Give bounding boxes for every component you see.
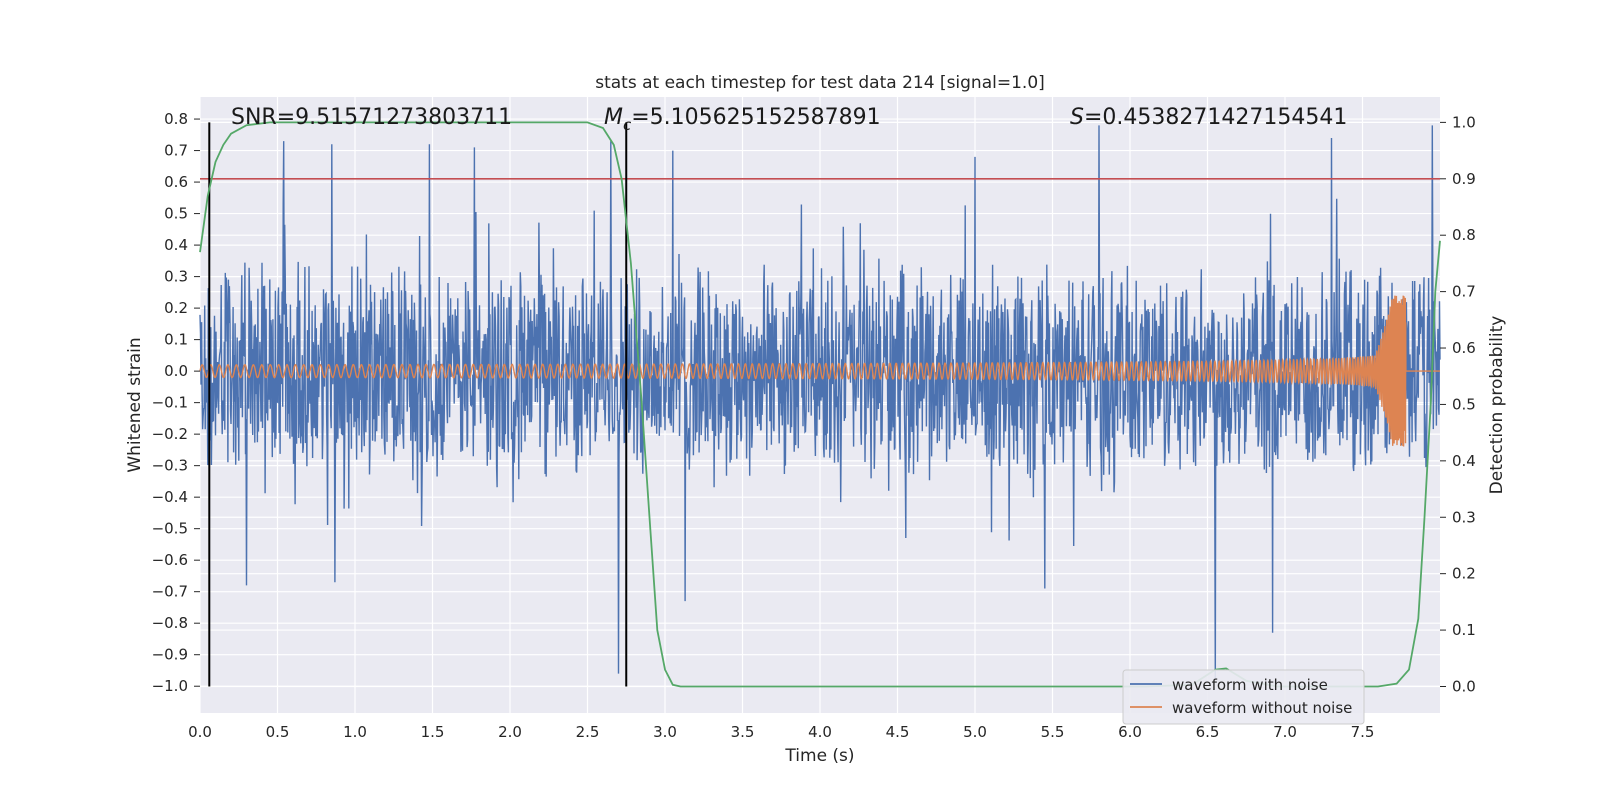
y-tick-label: −0.9 xyxy=(152,646,188,664)
y-tick-label: −0.8 xyxy=(152,614,188,632)
y-right-tick-label: 0.0 xyxy=(1452,677,1476,695)
x-tick-label: 1.0 xyxy=(343,723,367,741)
y-ticks-left: 0.8 0.7 0.6 0.5 0.4 0.3 0.2 0.1 0.0 −0.1 −0.2 −0.3 −… xyxy=(152,110,200,695)
x-tick-label: 7.0 xyxy=(1273,723,1297,741)
x-axis-label: Time (s) xyxy=(784,746,854,766)
y-tick-label: 0.4 xyxy=(164,236,188,254)
x-tick-label: 5.5 xyxy=(1041,723,1065,741)
y-right-tick-label: 0.4 xyxy=(1452,452,1476,470)
x-tick-label: 6.0 xyxy=(1118,723,1142,741)
y-tick-label: −0.2 xyxy=(152,425,188,443)
chirp-mass-symbol: M xyxy=(604,105,623,130)
y-ticks-right: 1.0 0.9 0.8 0.7 0.6 0.5 0.4 0.3 0.2 0.1 0.0 xyxy=(1440,113,1476,695)
x-tick-label: 0.5 xyxy=(266,723,290,741)
x-tick-label: 3.0 xyxy=(653,723,677,741)
y-tick-label: −0.3 xyxy=(152,457,188,475)
y-tick-label: 0.8 xyxy=(164,110,188,128)
plot-data xyxy=(199,121,1441,688)
y-tick-label: 0.1 xyxy=(164,331,188,349)
s-annotation: S=0.4538271427154541 xyxy=(1070,105,1347,130)
x-tick-label: 7.5 xyxy=(1351,723,1375,741)
y-tick-label: −1.0 xyxy=(152,677,188,695)
x-ticks: 0.0 0.5 1.0 1.5 2.0 2.5 3.0 3.5 4.0 4.5 5.0 5.5 6.0 6… xyxy=(188,723,1374,741)
x-tick-label: 6.5 xyxy=(1196,723,1220,741)
y-right-tick-label: 0.6 xyxy=(1452,339,1476,357)
detection-probability-line xyxy=(199,121,1441,688)
s-value: =0.4538271427154541 xyxy=(1084,105,1347,130)
legend-label-clean: waveform without noise xyxy=(1172,699,1352,717)
y-right-tick-label: 1.0 xyxy=(1452,113,1476,131)
legend-label-noise: waveform with noise xyxy=(1172,676,1328,694)
s-symbol: S xyxy=(1070,105,1084,130)
x-tick-label: 0.0 xyxy=(188,723,212,741)
y-tick-label: 0.0 xyxy=(164,362,188,380)
y-right-tick-label: 0.2 xyxy=(1452,565,1476,583)
y-tick-label: −0.6 xyxy=(152,551,188,569)
clean-waveform-line xyxy=(199,295,1440,447)
y-right-tick-label: 0.1 xyxy=(1452,621,1476,639)
y-right-tick-label: 0.3 xyxy=(1452,508,1476,526)
legend-box xyxy=(1122,669,1365,725)
y-right-tick-label: 0.7 xyxy=(1452,283,1476,301)
y-tick-label: −0.4 xyxy=(152,488,188,506)
chirp-mass-annotation: Mc=5.105625152587891 xyxy=(604,105,881,134)
y-tick-label: 0.7 xyxy=(164,142,188,160)
y-axis-label-left: Whitened strain xyxy=(125,337,145,472)
y-tick-label: 0.3 xyxy=(164,268,188,286)
legend: waveform with noise waveform without noi… xyxy=(1122,669,1365,725)
chirp-mass-value: =5.105625152587891 xyxy=(631,105,880,130)
x-tick-label: 4.5 xyxy=(886,723,910,741)
x-tick-label: 3.5 xyxy=(731,723,755,741)
chart-title: stats at each timestep for test data 214… xyxy=(595,73,1045,93)
x-tick-label: 2.5 xyxy=(576,723,600,741)
y-tick-label: 0.2 xyxy=(164,299,188,317)
y-axis-label-right: Detection probability xyxy=(1487,316,1507,495)
chirp-mass-subscript: c xyxy=(623,116,632,134)
y-right-tick-label: 0.8 xyxy=(1452,226,1476,244)
x-tick-label: 5.0 xyxy=(963,723,987,741)
y-tick-label: −0.7 xyxy=(152,583,188,601)
y-tick-label: 0.6 xyxy=(164,173,188,191)
y-tick-label: 0.5 xyxy=(164,205,188,223)
x-tick-label: 4.0 xyxy=(808,723,832,741)
y-tick-label: −0.5 xyxy=(152,520,188,538)
y-tick-label: −0.1 xyxy=(152,394,188,412)
y-right-tick-label: 0.9 xyxy=(1452,170,1476,188)
x-tick-label: 2.0 xyxy=(498,723,522,741)
x-tick-label: 1.5 xyxy=(421,723,445,741)
noisy-waveform-line xyxy=(199,125,1441,680)
snr-annotation: SNR=9.51571273803711 xyxy=(231,105,512,130)
y-right-tick-label: 0.5 xyxy=(1452,395,1476,413)
